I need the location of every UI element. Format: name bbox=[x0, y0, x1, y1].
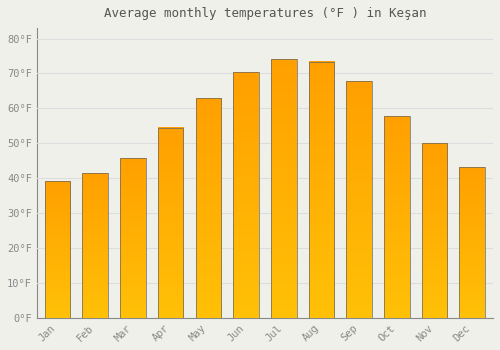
Bar bbox=[82, 173, 108, 318]
Bar bbox=[460, 167, 485, 318]
Bar bbox=[384, 117, 409, 318]
Bar bbox=[308, 62, 334, 318]
Bar bbox=[44, 181, 70, 318]
Bar bbox=[422, 143, 448, 318]
Bar bbox=[234, 72, 259, 318]
Bar bbox=[271, 59, 296, 318]
Bar bbox=[158, 127, 184, 318]
Bar bbox=[120, 158, 146, 318]
Title: Average monthly temperatures (°F ) in Keşan: Average monthly temperatures (°F ) in Ke… bbox=[104, 7, 426, 20]
Bar bbox=[196, 98, 221, 318]
Bar bbox=[346, 81, 372, 318]
